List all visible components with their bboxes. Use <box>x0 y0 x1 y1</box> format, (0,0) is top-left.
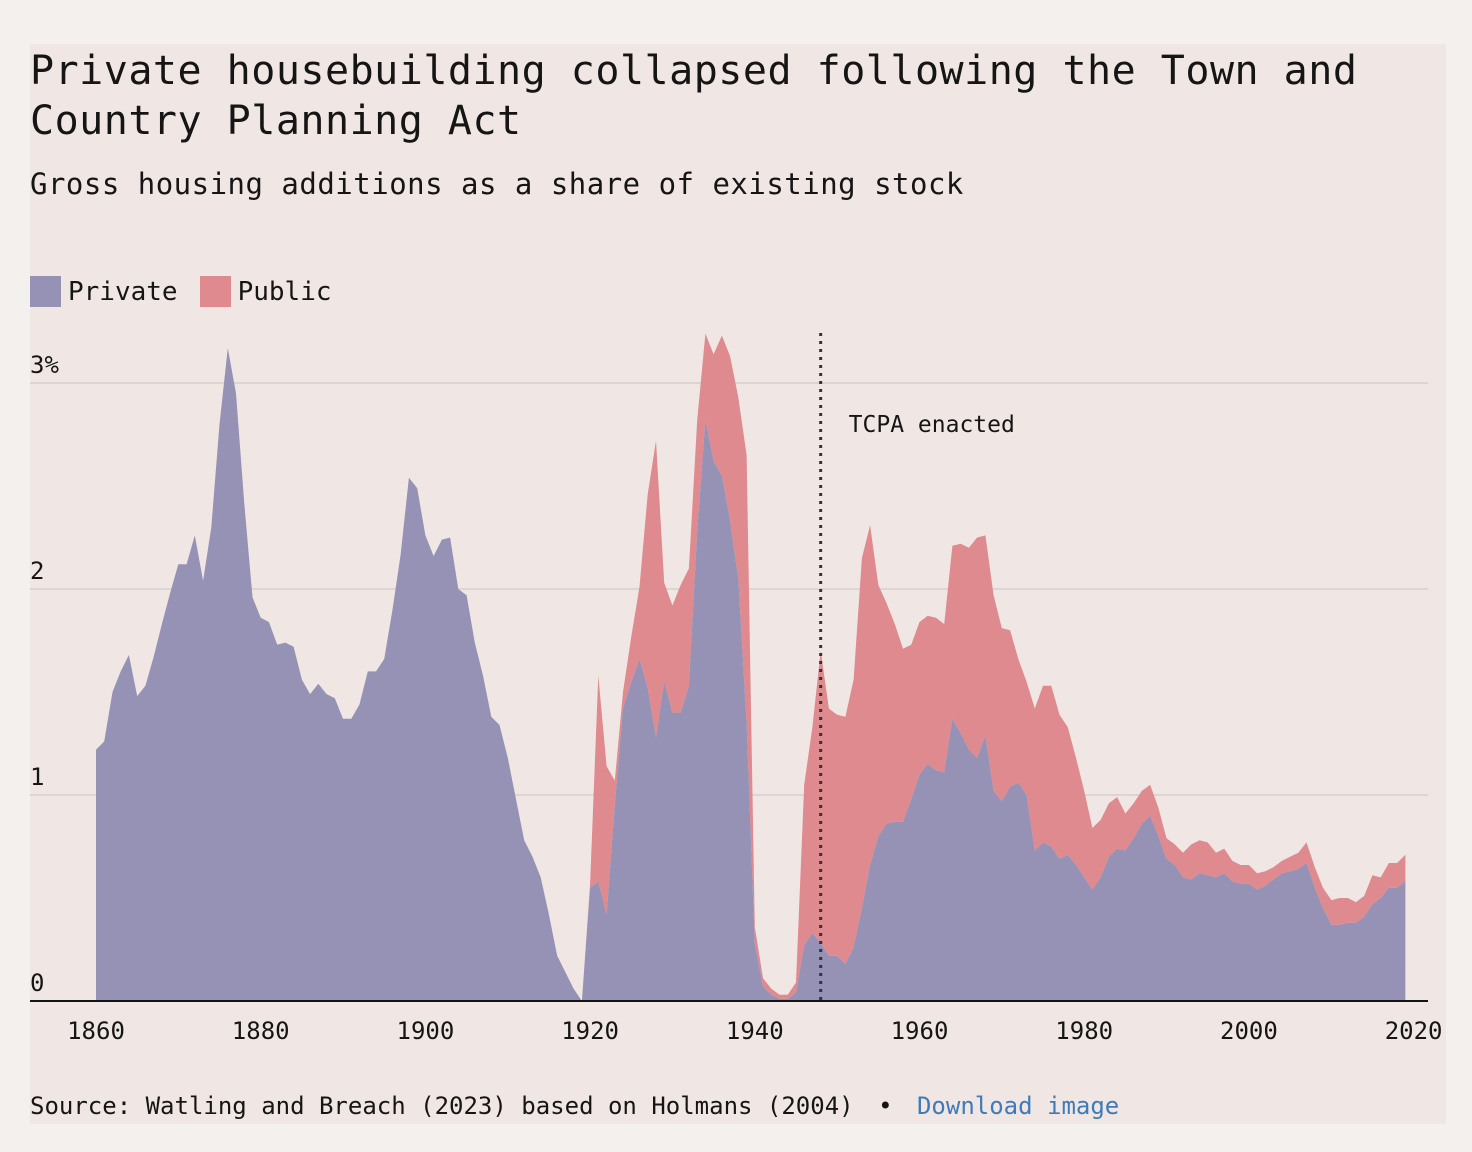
axes: 0 1 2 3% 1860 1880 1900 1920 1940 1960 1980 2000 202… <box>30 351 1442 1045</box>
legend-item-private: Private <box>30 276 178 307</box>
download-image-link[interactable]: Download image <box>916 1092 1120 1120</box>
legend-label-public: Public <box>237 276 332 307</box>
y-tick-label: 1 <box>30 763 44 791</box>
area-private <box>96 348 1406 1001</box>
y-tick-label: 3% <box>30 351 59 379</box>
x-tick-label: 2020 <box>1385 1017 1443 1045</box>
x-tick-label: 1940 <box>726 1017 784 1045</box>
legend-label-private: Private <box>68 276 178 307</box>
x-tick-label: 1860 <box>67 1017 125 1045</box>
chart-subtitle: Gross housing additions as a share of ex… <box>30 167 964 201</box>
y-tick-label: 2 <box>30 557 44 585</box>
x-tick-label: 1980 <box>1055 1017 1113 1045</box>
legend-item-public: Public <box>199 276 332 307</box>
x-tick-label: 2000 <box>1220 1017 1278 1045</box>
area-public <box>96 333 1406 1002</box>
area-series <box>96 333 1406 1002</box>
x-tick-label: 1960 <box>891 1017 949 1045</box>
y-tick-label: 0 <box>30 969 44 997</box>
tcpa-annotation-label: TCPA enacted <box>849 412 1015 438</box>
legend-swatch-public <box>199 276 231 307</box>
source-separator: • <box>878 1092 893 1120</box>
source-text: Source: Watling and Breach (2023) based … <box>30 1092 854 1120</box>
chart-title: Private housebuilding collapsed followin… <box>30 48 1358 144</box>
x-tick-label: 1920 <box>561 1017 619 1045</box>
chart-legend: Private Public <box>30 276 354 307</box>
x-tick-label: 1900 <box>397 1017 455 1045</box>
chart-source: Source: Watling and Breach (2023) based … <box>30 1092 1119 1120</box>
legend-swatch-private <box>30 276 61 307</box>
x-tick-label: 1880 <box>232 1017 290 1045</box>
annotations: TCPA enacted <box>819 333 1015 1001</box>
